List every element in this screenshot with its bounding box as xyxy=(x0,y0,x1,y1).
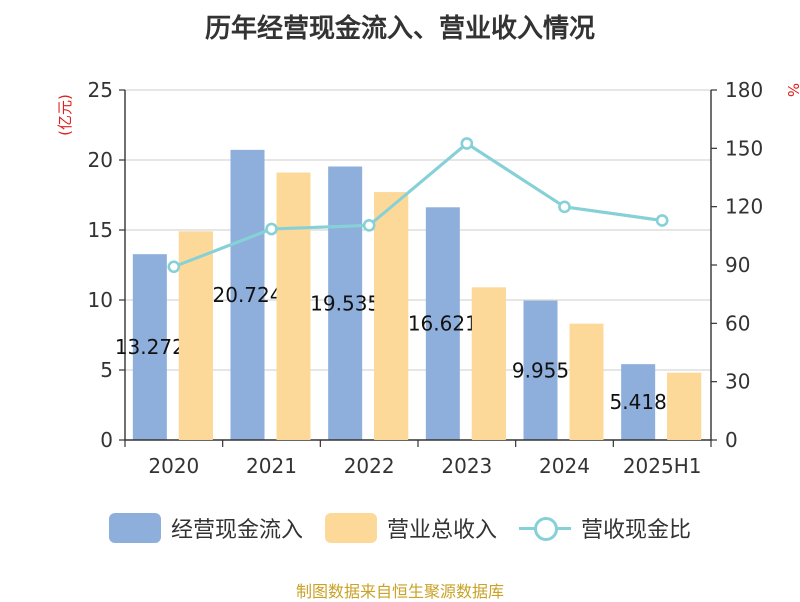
data-label-cash-inflow: 9.955 xyxy=(512,358,569,382)
left-tick-label: 0 xyxy=(100,428,113,452)
ratio-point-top xyxy=(460,137,474,150)
left-tick-label: 20 xyxy=(88,148,113,172)
bar-revenue-overlay xyxy=(374,192,409,440)
bar-revenue-overlay xyxy=(667,372,702,440)
legend-swatch-cash-inflow xyxy=(108,513,161,543)
x-tick-label: 2021 xyxy=(246,454,297,478)
data-label-cash-inflow: 16.621 xyxy=(408,312,478,336)
ratio-point-top xyxy=(558,200,571,214)
bar-cash-inflow xyxy=(230,149,265,440)
bar-revenue-overlay xyxy=(569,323,604,440)
right-tick-label: 90 xyxy=(725,253,750,277)
data-label-cash-inflow: 19.535 xyxy=(310,291,380,315)
bar-cash-inflow xyxy=(523,300,558,440)
legend-label-revenue: 营业总收入 xyxy=(386,518,497,543)
right-tick-label: 30 xyxy=(725,370,750,394)
bar-revenue-overlay xyxy=(178,231,213,440)
x-tick-label: 2020 xyxy=(148,454,199,478)
x-tick-label: 2025H1 xyxy=(623,454,702,478)
ratio-point-top xyxy=(655,214,669,227)
bar-cash-inflow xyxy=(328,166,363,440)
right-tick-label: 120 xyxy=(725,195,763,219)
ratio-point-top xyxy=(362,219,376,232)
bar-cash-inflow xyxy=(132,254,167,440)
right-tick-label: 60 xyxy=(725,311,750,335)
legend-label-cash-inflow: 经营现金流入 xyxy=(170,518,303,543)
ratio-point-top xyxy=(167,260,181,273)
x-tick-label: 2023 xyxy=(441,454,492,478)
legend-swatch-revenue xyxy=(324,513,377,543)
left-tick-label: 10 xyxy=(88,288,113,312)
bar-revenue-overlay xyxy=(471,287,506,440)
chart-title: 历年经营现金流入、营业收入情况 xyxy=(204,14,595,44)
right-tick-label: 150 xyxy=(725,136,763,160)
right-tick-label: 0 xyxy=(725,428,738,452)
data-label-cash-inflow: 13.272 xyxy=(115,335,185,359)
x-tick-label: 2024 xyxy=(539,454,590,478)
legend-label-ratio: 营收现金比 xyxy=(581,518,692,543)
legend-item-ratio[interactable]: 营收现金比 xyxy=(519,512,691,544)
legend-item-revenue[interactable]: 营业总收入 xyxy=(324,512,497,544)
data-label-cash-inflow: 5.418 xyxy=(610,390,667,414)
ratio-point-top xyxy=(265,222,278,236)
ratio-line-top xyxy=(173,141,663,269)
axes: 0 5 10 15 20 25 0 30 60 90 120 150 180 2020 2021 2022 20… xyxy=(88,78,764,478)
source-note: 制图数据来自恒生聚源数据库 xyxy=(295,582,504,601)
data-labels: 13.272 20.724 19.535 16.621 9.955 5.418 xyxy=(115,137,702,440)
right-axis-unit: % xyxy=(784,83,800,97)
bar-cash-inflow xyxy=(425,207,460,440)
gridlines xyxy=(125,89,711,371)
left-tick-label: 25 xyxy=(88,78,113,102)
legend-swatch-ratio xyxy=(519,513,571,543)
right-tick-label: 180 xyxy=(725,78,763,102)
bar-cash-inflow xyxy=(621,364,656,440)
x-tick-label: 2022 xyxy=(344,454,395,478)
left-tick-label: 5 xyxy=(100,358,113,382)
legend: 经营现金流入 营业总收入 营收现金比 xyxy=(0,512,800,544)
left-axis-unit: (亿元) xyxy=(56,94,74,136)
left-tick-label: 15 xyxy=(88,218,113,242)
data-label-cash-inflow: 20.724 xyxy=(213,283,283,307)
legend-item-cash-inflow[interactable]: 经营现金流入 xyxy=(108,512,303,544)
bar-revenue-overlay xyxy=(276,172,311,440)
